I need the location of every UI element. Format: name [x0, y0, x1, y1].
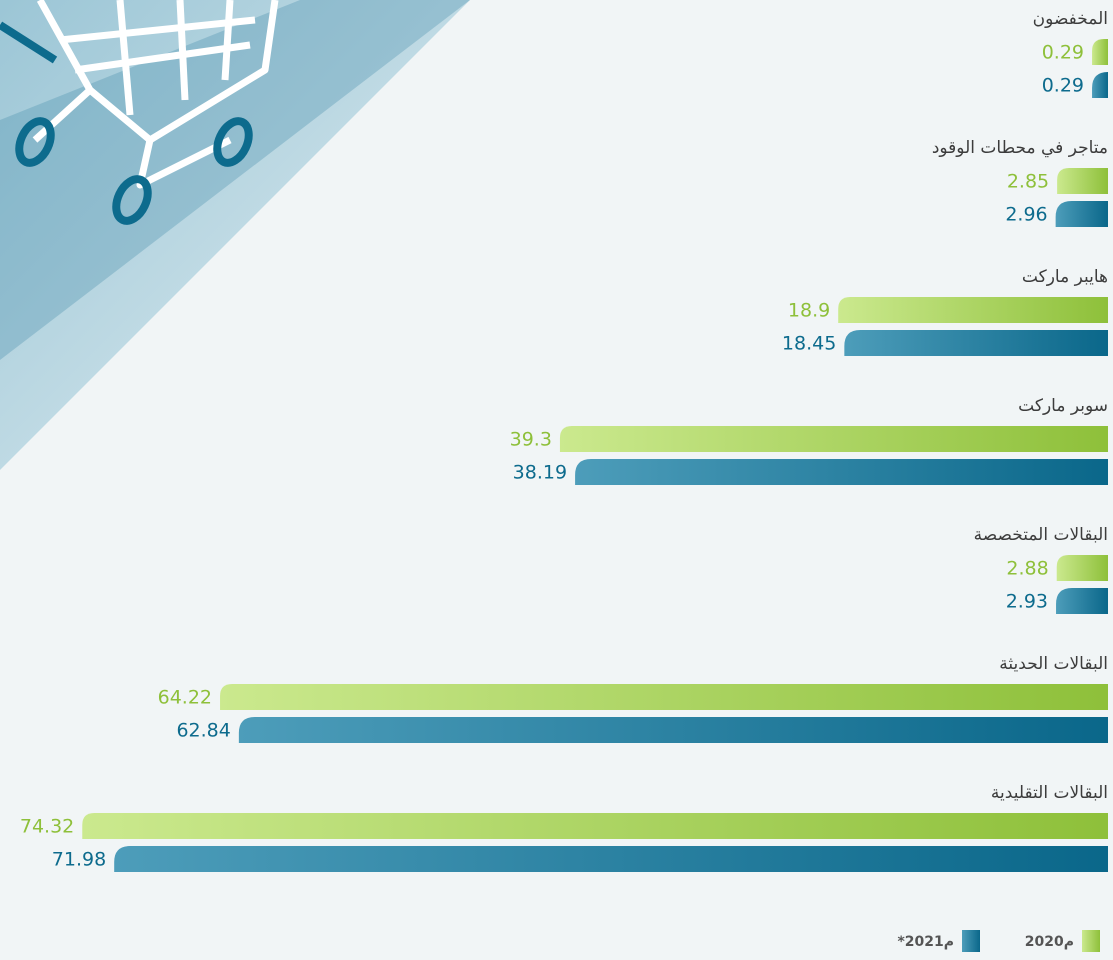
value-label: 71.98 [52, 849, 106, 871]
legend-label: 2020م [1025, 934, 1074, 950]
bar [1092, 72, 1108, 98]
legend-label: *2021م [897, 934, 954, 950]
value-label: 2.85 [1007, 171, 1049, 193]
bar [844, 330, 1108, 356]
value-label: 18.45 [782, 333, 836, 355]
value-label: 0.29 [1042, 75, 1084, 97]
value-label: 64.22 [158, 687, 212, 709]
value-label: 2.96 [1005, 204, 1047, 226]
category-label: سوبر ماركت [1018, 396, 1108, 416]
bar [114, 846, 1108, 872]
bar [220, 684, 1108, 710]
bar [1092, 39, 1108, 65]
category-label: البقالات المتخصصة [974, 525, 1108, 545]
value-label: 74.32 [20, 816, 74, 838]
decoration [0, 0, 470, 470]
category-label: المخفضون [1033, 9, 1108, 29]
legend-swatch [1082, 930, 1100, 952]
value-label: 62.84 [176, 720, 230, 742]
value-label: 2.88 [1006, 558, 1048, 580]
bar [1057, 168, 1108, 194]
category-label: هايبر ماركت [1022, 267, 1108, 287]
chart: المخفضون 0.29 0.29 متاجر في محطات الوقود 2.8… [0, 0, 1113, 956]
category-label: البقالات التقليدية [991, 783, 1108, 803]
bar [838, 297, 1108, 323]
bar [575, 459, 1108, 485]
value-label: 39.3 [510, 429, 552, 451]
bar [1057, 555, 1108, 581]
bar [1056, 588, 1108, 614]
value-label: 18.9 [788, 300, 830, 322]
value-label: 38.19 [513, 462, 567, 484]
bar [560, 426, 1108, 452]
bar [82, 813, 1108, 839]
category-label: متاجر في محطات الوقود [932, 138, 1108, 158]
category-label: البقالات الحديثة [999, 654, 1108, 674]
bar [239, 717, 1108, 743]
value-label: 0.29 [1042, 42, 1084, 64]
value-label: 2.93 [1006, 591, 1048, 613]
bar [1056, 201, 1108, 227]
legend-swatch [962, 930, 980, 952]
